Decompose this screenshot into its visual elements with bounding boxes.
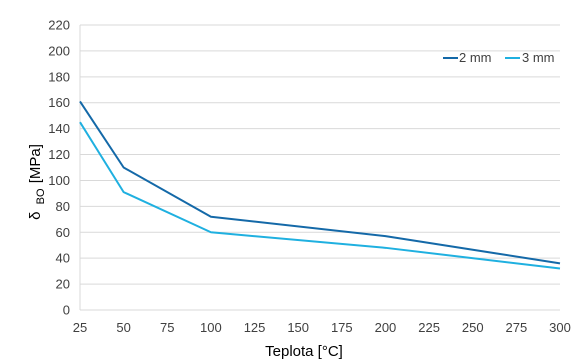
axes: [79, 25, 560, 311]
y-tick-label-180: 180: [48, 69, 70, 84]
x-tick-label-50: 50: [116, 320, 130, 335]
x-tick-label-225: 225: [418, 320, 440, 335]
y-tick-label-200: 200: [48, 43, 70, 58]
x-tick-label-175: 175: [331, 320, 353, 335]
y-tick-label-40: 40: [56, 251, 70, 266]
y-tick-label-20: 20: [56, 277, 70, 292]
gridlines: [80, 24, 560, 285]
x-axis-title: Teplota [°C]: [265, 343, 343, 360]
x-tick-label-200: 200: [375, 320, 397, 335]
x-tick-label-275: 275: [506, 320, 528, 335]
legend-label-3mm: 3 mm: [522, 50, 555, 65]
legend: 2 mm 3 mm: [443, 50, 555, 65]
tick-labels: 0 20 40 60 80 100 120 140 160 180 200 220 25 50 75 100 1…: [48, 18, 571, 336]
x-tick-label-150: 150: [287, 320, 309, 335]
y-axis-title-symbol: δ: [27, 212, 44, 220]
y-tick-label-220: 220: [48, 18, 70, 33]
y-axis-title-unit: [MPa]: [27, 144, 44, 183]
y-tick-label-160: 160: [48, 95, 70, 110]
y-axis-title-subscript: BO: [35, 188, 47, 204]
x-tick-label-100: 100: [200, 320, 222, 335]
x-tick-label-125: 125: [244, 320, 266, 335]
y-tick-label-120: 120: [48, 147, 70, 162]
y-tick-label-0: 0: [63, 303, 70, 318]
y-tick-label-60: 60: [56, 225, 70, 240]
x-tick-label-300: 300: [549, 320, 571, 335]
y-axis-title: δ BO [MPa]: [27, 144, 48, 220]
series-line-3mm: [79, 121, 561, 270]
x-tick-label-250: 250: [462, 320, 484, 335]
y-tick-label-100: 100: [48, 173, 70, 188]
series-lines: [79, 100, 561, 270]
y-tick-label-140: 140: [48, 121, 70, 136]
x-tick-label-75: 75: [160, 320, 174, 335]
y-tick-label-80: 80: [56, 199, 70, 214]
x-tick-label-25: 25: [73, 320, 87, 335]
legend-label-2mm: 2 mm: [459, 50, 492, 65]
series-line-2mm: [79, 100, 561, 265]
